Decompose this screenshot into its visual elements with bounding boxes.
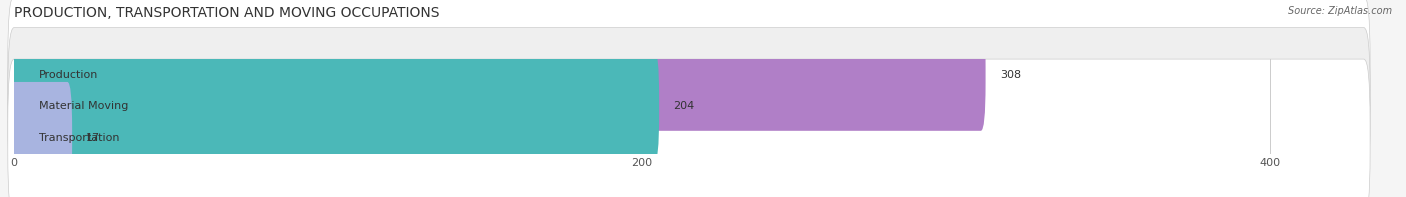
FancyBboxPatch shape <box>8 0 1369 154</box>
FancyBboxPatch shape <box>10 19 986 131</box>
FancyBboxPatch shape <box>8 28 1369 185</box>
FancyBboxPatch shape <box>8 59 1369 197</box>
FancyBboxPatch shape <box>10 50 659 162</box>
Text: Transportation: Transportation <box>39 133 120 143</box>
Text: PRODUCTION, TRANSPORTATION AND MOVING OCCUPATIONS: PRODUCTION, TRANSPORTATION AND MOVING OC… <box>14 6 440 20</box>
FancyBboxPatch shape <box>10 82 72 194</box>
Text: 308: 308 <box>1000 70 1021 80</box>
Text: 204: 204 <box>673 101 695 111</box>
Text: Source: ZipAtlas.com: Source: ZipAtlas.com <box>1288 6 1392 16</box>
Text: Material Moving: Material Moving <box>39 101 128 111</box>
Text: 17: 17 <box>86 133 100 143</box>
Text: Production: Production <box>39 70 98 80</box>
